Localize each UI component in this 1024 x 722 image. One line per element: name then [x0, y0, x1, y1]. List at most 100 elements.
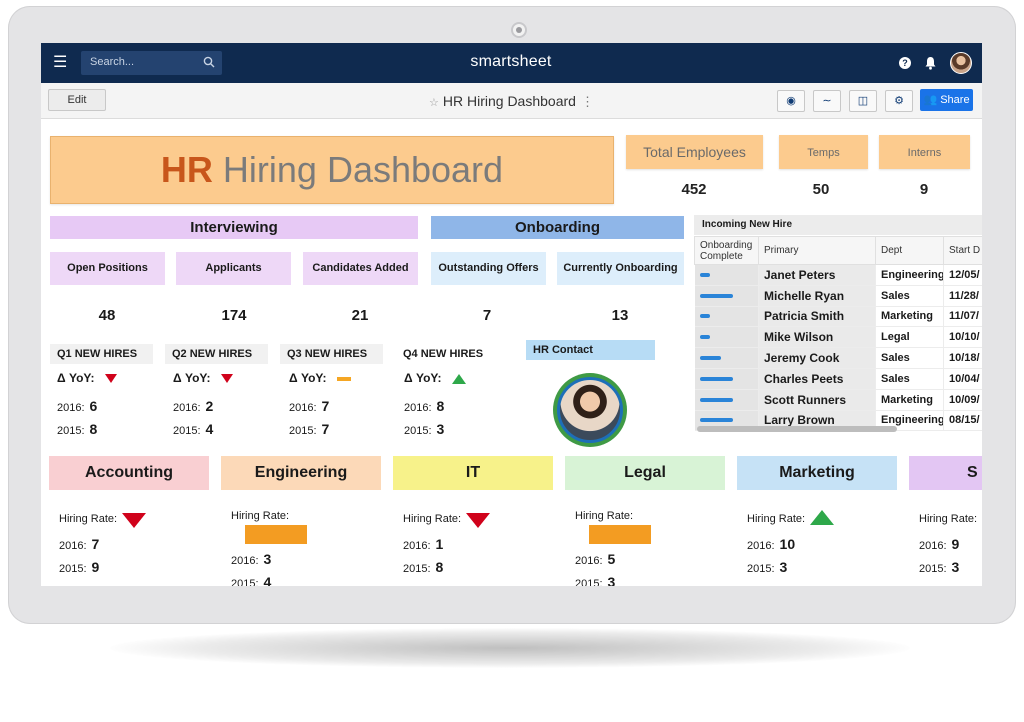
search-input[interactable]: Search... [81, 51, 222, 75]
year-label: 2016: [575, 555, 603, 567]
bell-icon[interactable] [924, 56, 937, 70]
onboarding-progress-bar [699, 397, 742, 402]
kpi-temps-label: Temps [779, 135, 868, 169]
dept-cell[interactable]: Sales [875, 285, 944, 307]
start-date-cell[interactable]: 10/18/ [943, 347, 982, 369]
onboarding-progress-cell [694, 347, 759, 369]
table-row[interactable]: Scott Runners Marketing 10/09/ [694, 389, 982, 411]
onboarding-progress-fill [699, 272, 710, 277]
q4-2016-value: 8 [436, 398, 445, 414]
hiring-rate-label: Hiring Rate: [575, 510, 634, 522]
primary-cell[interactable]: Scott Runners [758, 389, 876, 411]
trend-flat-icon [589, 525, 651, 544]
monitor-shadow [110, 628, 910, 668]
publish-icon[interactable]: ◉ [777, 90, 805, 112]
q3-2016-label: 2016: [289, 402, 317, 414]
dept-cell[interactable]: Marketing [875, 389, 944, 411]
department-2016-count: 2016: 9 [919, 536, 959, 552]
start-date-cell[interactable]: 12/05/ [943, 264, 982, 286]
document-title: ☆ HR Hiring Dashboard ⋮ [429, 93, 594, 110]
hr-contact-label: HR Contact [526, 340, 655, 360]
year-value: 10 [779, 536, 796, 552]
help-icon[interactable]: ? [899, 57, 911, 69]
q3-2016-value: 7 [321, 398, 330, 414]
onboarding-progress-cell [694, 264, 759, 286]
start-date-cell[interactable]: 11/07/ [943, 306, 982, 328]
user-avatar[interactable] [950, 52, 972, 74]
year-value: 9 [91, 559, 100, 575]
onboarding-progress-bar [699, 272, 742, 277]
year-value: 3 [263, 551, 272, 567]
year-label: 2015: [919, 563, 947, 575]
q3-label: Q3 NEW HIRES [280, 344, 383, 364]
q3-2015: 2015: 7 [289, 421, 329, 437]
onboarding-progress-fill [699, 314, 710, 319]
q2-2015: 2015: 4 [173, 421, 213, 437]
hiring-rate-label: Hiring Rate: [59, 513, 118, 525]
activity-log-icon[interactable]: ∼ [813, 90, 841, 112]
q4-2015: 2015: 3 [404, 421, 444, 437]
primary-cell[interactable]: Charles Peets [758, 368, 876, 390]
q3-2015-value: 7 [321, 421, 330, 437]
q4-2016-label: 2016: [404, 402, 432, 414]
start-date-cell[interactable]: 10/04/ [943, 368, 982, 390]
column-header-start-date[interactable]: Start D [943, 236, 982, 265]
table-row[interactable]: Jeremy Cook Sales 10/18/ [694, 347, 982, 369]
primary-cell[interactable]: Michelle Ryan [758, 285, 876, 307]
q1-yoy-label: Δ YoY: [57, 371, 95, 385]
q4-yoy: Δ YoY: [404, 371, 466, 385]
table-row[interactable]: Janet Peters Engineering 12/05/ [694, 264, 982, 286]
hiring-rate-label: Hiring Rate: [747, 513, 806, 525]
onboarding-progress-cell [694, 389, 759, 411]
kpi-interns-label: Interns [879, 135, 970, 169]
onboarding-progress-bar [699, 376, 742, 381]
dept-cell[interactable]: Sales [875, 347, 944, 369]
primary-cell[interactable]: Janet Peters [758, 264, 876, 286]
q2-2016: 2016: 2 [173, 398, 213, 414]
year-value: 1 [435, 536, 444, 552]
department-2016-count: 2016: 3 [231, 551, 271, 567]
dept-cell[interactable]: Engineering [875, 264, 944, 286]
table-row[interactable]: Charles Peets Sales 10/04/ [694, 368, 982, 390]
q1-2015: 2015: 8 [57, 421, 97, 437]
year-value: 3 [779, 559, 788, 575]
dept-cell[interactable]: Legal [875, 326, 944, 349]
start-date-cell[interactable]: 08/15/ [943, 410, 982, 432]
dept-cell[interactable]: Marketing [875, 306, 944, 328]
start-date-cell[interactable]: 10/10/ [943, 326, 982, 349]
horizontal-scrollbar[interactable] [697, 426, 897, 432]
column-header-onboarding[interactable]: Onboarding Complete [694, 236, 759, 265]
q4-yoy-label: Δ YoY: [404, 371, 442, 385]
dept-cell[interactable]: Engineering [875, 410, 944, 432]
menu-icon[interactable]: ☰ [53, 54, 68, 71]
q1-2016: 2016: 6 [57, 398, 97, 414]
start-date-cell[interactable]: 10/09/ [943, 389, 982, 411]
primary-cell[interactable]: Jeremy Cook [758, 347, 876, 369]
column-header-primary[interactable]: Primary [758, 236, 876, 265]
column-header-dept[interactable]: Dept [875, 236, 944, 265]
metric-open-positions: Open Positions [50, 252, 165, 285]
table-header-row: Onboarding Complete Primary Dept Start D [694, 236, 982, 265]
table-row[interactable]: Mike Wilson Legal 10/10/ [694, 326, 982, 349]
year-value: 3 [607, 574, 616, 586]
year-label: 2015: [575, 578, 603, 586]
dept-cell[interactable]: Sales [875, 368, 944, 390]
onboarding-progress-fill [699, 335, 710, 340]
presentation-icon[interactable]: ◫ [849, 90, 877, 112]
star-icon[interactable]: ☆ [429, 97, 439, 109]
dashboard: HR Hiring Dashboard Total Employees 452 … [41, 119, 982, 586]
share-button[interactable]: 👥 Share [920, 89, 973, 111]
primary-cell[interactable]: Patricia Smith [758, 306, 876, 328]
settings-icon[interactable]: ⚙ [885, 90, 913, 112]
start-date-cell[interactable]: 11/28/ [943, 285, 982, 307]
primary-cell[interactable]: Mike Wilson [758, 326, 876, 349]
table-row[interactable]: Patricia Smith Marketing 11/07/ [694, 306, 982, 328]
more-options-icon[interactable]: ⋮ [580, 94, 594, 109]
edit-button[interactable]: Edit [48, 89, 106, 111]
incoming-new-hire-table: Onboarding Complete Primary Dept Start D… [694, 236, 982, 432]
kpi-temps-value: 50 [812, 181, 830, 198]
onboarding-progress-fill [699, 376, 734, 381]
onboarding-progress-cell [694, 326, 759, 349]
q3-yoy-label: Δ YoY: [289, 371, 327, 385]
table-row[interactable]: Michelle Ryan Sales 11/28/ [694, 285, 982, 307]
